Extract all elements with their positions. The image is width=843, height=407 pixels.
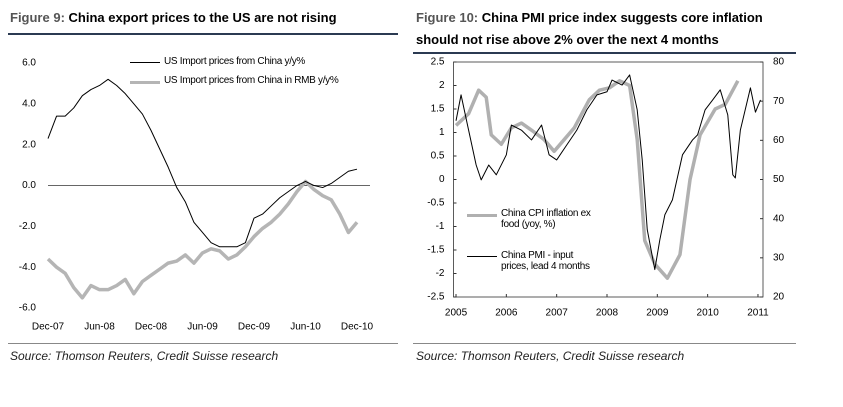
figure-title: Figure 9: China export prices to the US … (10, 7, 400, 29)
source-rule (8, 343, 398, 344)
y-tick-label: 1.5 (431, 104, 445, 115)
title-rule (413, 52, 796, 54)
y-tick-label: -2.5 (427, 292, 445, 303)
y2-tick-label: 80 (773, 57, 785, 68)
x-tick-label: 2011 (747, 308, 769, 319)
y-tick-label: 2 (439, 80, 445, 91)
y-tick-label: -6.0 (19, 303, 37, 314)
legend-item: US Import prices from China y/y% (130, 56, 370, 67)
y2-tick-label: 40 (773, 213, 785, 224)
legend-label: China CPI inflation ex food (yoy, %) (501, 208, 591, 230)
y-tick-label: 0.5 (431, 151, 445, 162)
x-tick-label: 2006 (495, 308, 518, 319)
x-tick-label: Dec-08 (135, 322, 168, 333)
legend-item: China CPI inflation ex food (yoy, %) (467, 208, 597, 230)
legend-label: China PMI - input prices, lead 4 months (501, 250, 590, 272)
y-tick-label: -4.0 (19, 262, 37, 273)
y-tick-label: 4.0 (22, 98, 36, 109)
x-tick-label: Jun-10 (290, 322, 321, 333)
y2-tick-label: 60 (773, 135, 785, 146)
series-line (46, 179, 359, 300)
series-line (47, 78, 358, 248)
x-tick-label: 2007 (546, 308, 569, 319)
y2-tick-label: 50 (773, 174, 785, 185)
figure-label: Figure 10: (416, 10, 479, 25)
x-tick-label: Jun-08 (84, 322, 115, 333)
x-tick-label: 2008 (596, 308, 619, 319)
legend-item: US Import prices from China in RMB y/y% (130, 75, 370, 86)
figure-label: Figure 9: (10, 10, 65, 25)
source: Source: Thomson Reuters, Credit Suisse r… (416, 349, 685, 363)
y2-tick-label: 20 (773, 292, 785, 303)
legend-item: China PMI - input prices, lead 4 months (467, 250, 597, 272)
title-rule (8, 33, 398, 35)
legend-swatch (130, 81, 160, 84)
y-tick-label: -1.5 (427, 245, 445, 256)
y-tick-label: 2.5 (431, 57, 445, 68)
legend-label: US Import prices from China in RMB y/y% (164, 75, 339, 86)
legend-swatch (130, 62, 160, 63)
y-tick-label: -2 (436, 268, 445, 279)
legend-swatch (467, 256, 497, 257)
x-tick-label: 2009 (646, 308, 669, 319)
y-tick-label: 6.0 (22, 58, 36, 69)
x-tick-label: Jun-09 (187, 322, 218, 333)
y-tick-label: 2.0 (22, 139, 36, 150)
series-line (454, 79, 740, 280)
y2-tick-label: 30 (773, 252, 785, 263)
x-tick-label: 2005 (445, 308, 468, 319)
x-tick-label: Dec-07 (32, 322, 65, 333)
legend-label: US Import prices from China y/y% (164, 56, 305, 67)
figure-title: Figure 10: China PMI price index suggest… (416, 7, 796, 51)
y-tick-label: -2.0 (19, 221, 37, 232)
source-rule (413, 343, 796, 344)
source: Source: Thomson Reuters, Credit Suisse r… (10, 349, 279, 363)
y-tick-label: 0 (439, 174, 445, 185)
y-tick-label: 0.0 (22, 180, 36, 191)
x-tick-label: Dec-09 (238, 322, 271, 333)
chart-title: China PMI price index suggests core infl… (416, 10, 763, 47)
legend-swatch (467, 214, 497, 217)
y-tick-label: 1 (439, 127, 445, 138)
y2-tick-label: 70 (773, 96, 785, 107)
y-tick-label: -1 (436, 221, 445, 232)
x-tick-label: Dec-10 (341, 322, 374, 333)
x-tick-label: 2010 (697, 308, 720, 319)
series-line (455, 74, 761, 271)
chart-title: China export prices to the US are not ri… (68, 10, 337, 25)
y-tick-label: -0.5 (427, 198, 445, 209)
